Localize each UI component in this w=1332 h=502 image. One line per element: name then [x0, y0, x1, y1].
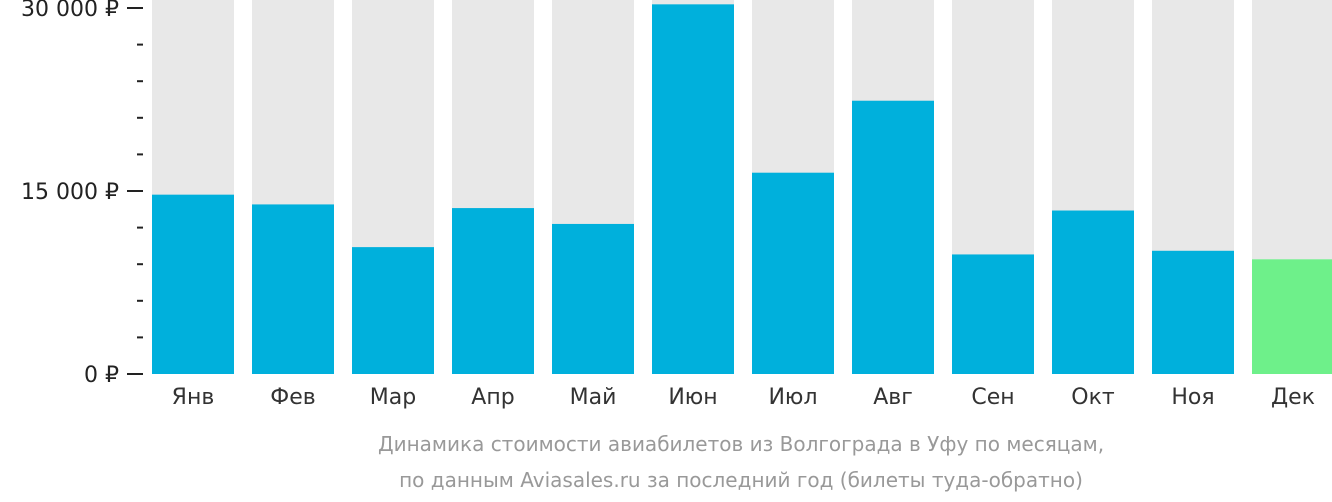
- bar-4[interactable]: [452, 208, 534, 374]
- x-tick-label: Фев: [270, 385, 315, 410]
- x-tick-label: Сен: [971, 385, 1014, 410]
- caption-line-2: по данным Aviasales.ru за последний год …: [399, 468, 1083, 492]
- bar-7[interactable]: [752, 172, 834, 374]
- x-axis-labels: Янв Фев Мар Апр Май Июн Июл Авг Сен Окт Ноя Дек: [172, 385, 1315, 410]
- y-tick-label: 0 ₽: [84, 363, 119, 388]
- bar-9[interactable]: [952, 254, 1034, 374]
- bar-3[interactable]: [352, 247, 434, 374]
- bar-8[interactable]: [852, 100, 934, 374]
- data-bars: [152, 4, 1332, 375]
- y-axis: 0 ₽ 15 000 ₽ 30 000 ₽: [21, 0, 143, 388]
- x-tick-label: Янв: [172, 385, 215, 410]
- y-tick-label: 15 000 ₽: [21, 180, 119, 205]
- chart-caption: Динамика стоимости авиабилетов из Волгог…: [378, 432, 1104, 492]
- caption-line-1: Динамика стоимости авиабилетов из Волгог…: [378, 432, 1104, 456]
- x-tick-label: Май: [570, 385, 617, 410]
- bar-11[interactable]: [1152, 250, 1234, 374]
- x-tick-label: Окт: [1071, 385, 1115, 410]
- x-tick-label: Ноя: [1171, 385, 1214, 410]
- x-tick-label: Дек: [1271, 385, 1315, 410]
- y-tick-label: 30 000 ₽: [21, 0, 119, 22]
- x-tick-label: Июл: [768, 385, 817, 410]
- bar-2[interactable]: [252, 204, 334, 374]
- x-tick-label: Июн: [668, 385, 717, 410]
- bar-6[interactable]: [652, 4, 734, 375]
- bar-12[interactable]: [1252, 259, 1332, 374]
- bar-10[interactable]: [1052, 210, 1134, 374]
- x-tick-label: Авг: [873, 385, 913, 410]
- bar-1[interactable]: [152, 194, 234, 374]
- bar-5[interactable]: [552, 223, 634, 374]
- x-tick-label: Апр: [471, 385, 514, 410]
- x-tick-label: Мар: [370, 385, 416, 410]
